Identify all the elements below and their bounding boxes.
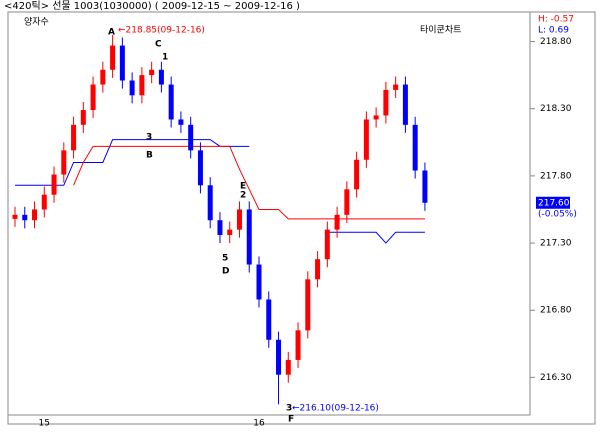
y-tick-label: 217.30 [540,239,572,249]
candle-body [354,159,360,190]
annotation: 3 [146,133,152,143]
candle-body [207,185,213,221]
annotation: ←216.10(09-12-16) [292,404,379,414]
indicator-line [327,231,425,244]
candle-body [276,339,282,375]
annotation: E [240,182,246,192]
candle-body [324,229,330,260]
candle-body [285,359,291,375]
high-label: H: -0.57 [538,15,574,25]
candle-body [422,170,428,203]
candle-body [217,220,223,235]
candle-body [393,84,399,90]
annotation: C [155,40,162,50]
candle-body [246,209,252,265]
annotation: B [146,151,153,161]
annotation: 5 [222,254,228,264]
candle-body [295,330,301,360]
annotation: 1 [162,53,168,63]
last-price-label: 217.60 [538,198,570,208]
annotation: F [288,415,294,425]
candle-body [71,124,77,151]
candle-body [119,45,125,81]
frame [7,11,596,425]
annotation: D [222,267,229,277]
candle-body [80,110,86,125]
candle-body [344,189,350,215]
indicator-label: 양자수 [24,17,49,28]
y-tick-label: 216.30 [540,373,572,383]
x-tick-label: 15 [39,419,50,429]
candle-body [158,69,164,85]
candle-body [373,115,379,120]
candle-body [90,84,96,111]
candle-body [227,229,233,235]
y-tick-label: 217.80 [540,171,572,181]
y-tick-label: 218.80 [540,37,572,47]
candle-body [315,259,321,280]
candle-body [41,194,47,210]
indicator-line [73,145,425,220]
chart-name: 타이쿤차트 [420,24,461,36]
candle-body [168,84,174,120]
candle-body [32,209,38,221]
candle-body [334,214,340,230]
candle-body [266,299,272,340]
candle-body [178,119,184,125]
candle-body [236,209,242,230]
candle-body [383,89,389,116]
change-label: (-0.05%) [538,210,577,220]
y-tick-label: 218.30 [540,104,572,114]
candle-body [412,124,418,171]
candle-body [61,150,67,175]
candle-body [139,75,145,96]
last-price-box [536,196,570,209]
candle-body [110,45,116,70]
candle-body [305,279,311,331]
candle-body [256,264,262,300]
y-tick-label: 216.80 [540,306,572,316]
header: <420틱> 선물 1003(1030000) ( 2009-12-15 ~ 2… [4,0,300,12]
x-tick-label: 16 [253,419,265,429]
annotation: 3 [286,404,292,414]
annotation: ←218.85(09-12-16) [118,26,205,36]
candle-body [100,69,106,85]
candle-body [129,80,135,96]
low-label: L: 0.69 [538,26,569,36]
annotation: A [108,28,115,38]
annotation: 2 [240,191,246,201]
candle-body [22,214,28,221]
candle-body [197,150,203,186]
candle-body [51,174,57,195]
candle-body [363,119,369,160]
candle-body [149,69,155,76]
candle-body [12,214,18,219]
candle-body [402,84,408,125]
candle-body [188,124,194,151]
